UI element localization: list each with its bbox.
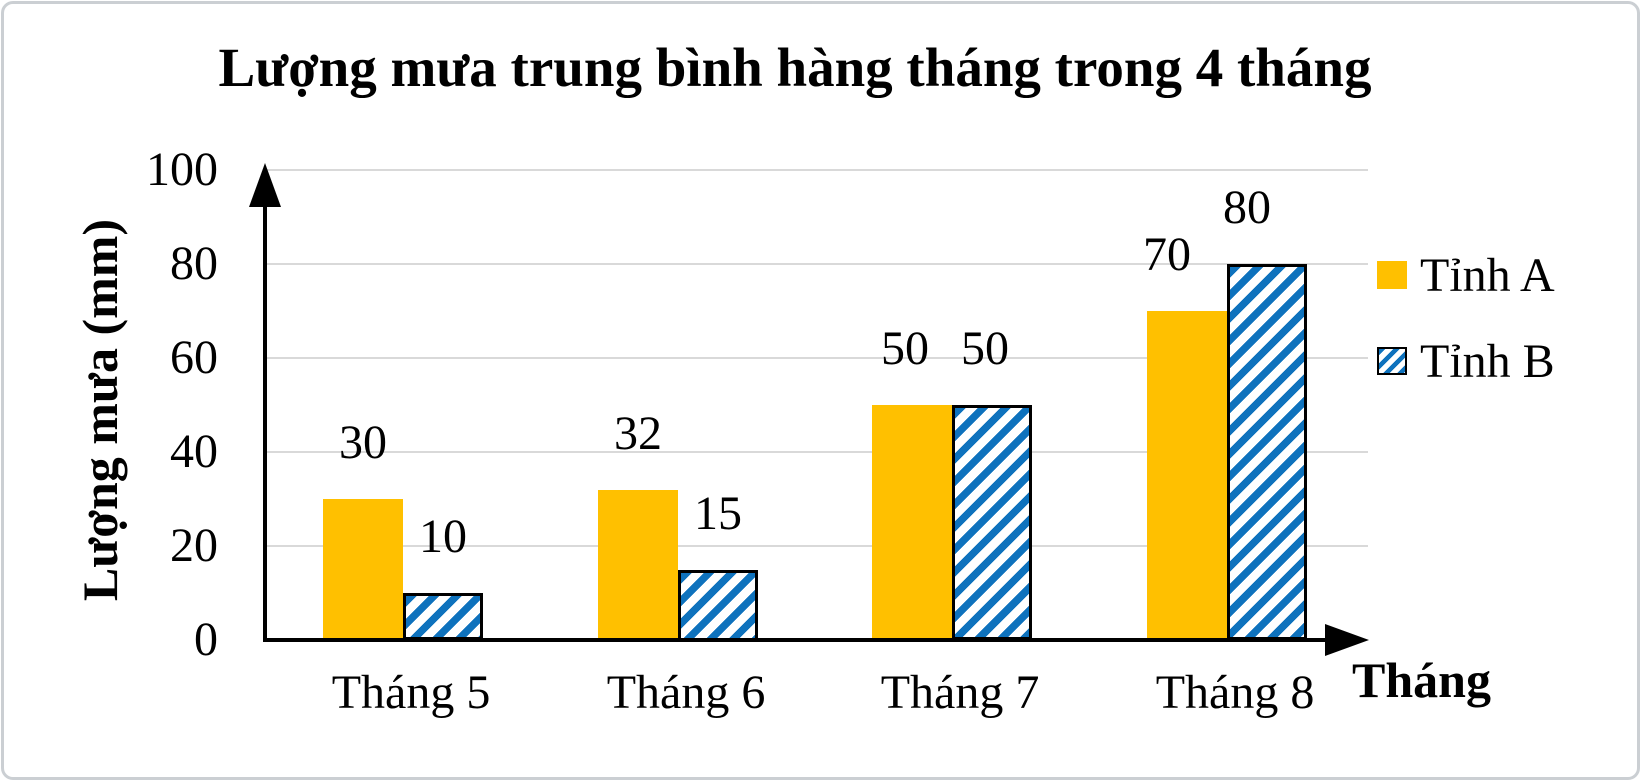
legend-swatch-tinh-b xyxy=(1377,347,1407,375)
legend-label-tinh-b: Tỉnh B xyxy=(1420,335,1555,388)
x-axis-line xyxy=(263,638,1333,642)
category-label: Tháng 6 xyxy=(606,666,766,719)
value-label: 80 xyxy=(1223,181,1271,234)
bar-tinh-a xyxy=(598,490,678,640)
x-axis-title: Tháng xyxy=(1352,652,1491,708)
gridline xyxy=(265,263,1368,265)
y-tick-label: 100 xyxy=(146,143,218,196)
bar-tinh-b xyxy=(952,405,1032,640)
gridline xyxy=(265,357,1368,359)
bar-tinh-a xyxy=(872,405,952,640)
value-label: 70 xyxy=(1143,228,1191,281)
bar-tinh-a xyxy=(323,499,403,640)
y-tick-label: 40 xyxy=(170,425,218,478)
chart-title: Lượng mưa trung bình hàng tháng trong 4 … xyxy=(218,37,1372,98)
legend-label-tinh-a: Tỉnh A xyxy=(1420,249,1555,302)
bar-tinh-b xyxy=(1227,264,1307,640)
value-label: 32 xyxy=(614,407,662,460)
value-label: 50 xyxy=(961,322,1009,375)
gridline xyxy=(265,545,1368,547)
y-tick-label: 20 xyxy=(170,519,218,572)
y-tick-label: 0 xyxy=(194,613,218,666)
bar-tinh-b xyxy=(403,593,483,640)
gridline xyxy=(265,169,1368,171)
value-label: 10 xyxy=(419,510,467,563)
category-label: Tháng 7 xyxy=(880,666,1040,719)
y-tick-label: 60 xyxy=(170,331,218,384)
y-axis-line xyxy=(263,200,267,642)
gridline xyxy=(265,451,1368,453)
value-label: 30 xyxy=(339,416,387,469)
y-axis-arrow-icon xyxy=(249,163,281,207)
y-tick-label: 80 xyxy=(170,237,218,290)
category-label: Tháng 5 xyxy=(331,666,491,719)
bar-tinh-b xyxy=(678,570,758,641)
category-label: Tháng 8 xyxy=(1155,666,1315,719)
value-label: 50 xyxy=(881,322,929,375)
legend-swatch-tinh-a xyxy=(1377,261,1407,289)
bar-tinh-a xyxy=(1147,311,1227,640)
x-axis-arrow-icon xyxy=(1325,624,1369,656)
value-label: 15 xyxy=(694,487,742,540)
